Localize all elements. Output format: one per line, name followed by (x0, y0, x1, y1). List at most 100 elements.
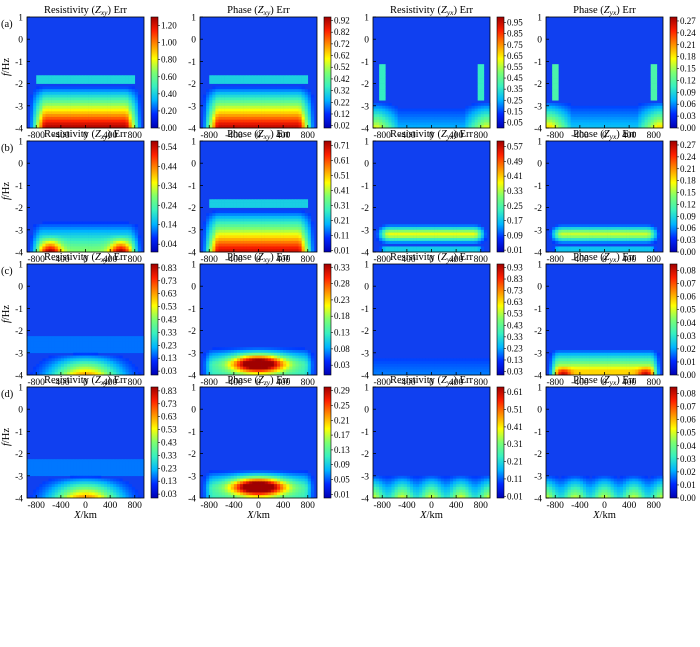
heatmap-cell (388, 235, 392, 239)
heatmap-cell (261, 355, 265, 359)
heatmap-cell (252, 199, 256, 203)
heatmap-cell (295, 372, 299, 376)
heatmap-cell (119, 75, 123, 79)
heatmap-cell (255, 94, 259, 98)
heatmap-cell (552, 72, 556, 76)
colorbar-tick-label: 0.09 (507, 230, 523, 240)
heatmap-cell (54, 341, 59, 345)
heatmap-cell (465, 125, 469, 129)
heatmap-cell (261, 108, 265, 112)
heatmap-cell (391, 122, 395, 126)
heatmap-cell (486, 105, 491, 109)
heatmap-cell (416, 125, 420, 129)
heatmap-cell (243, 240, 247, 244)
heatmap-cell (57, 240, 62, 244)
heatmap-cell (54, 350, 59, 354)
heatmap-cell (116, 108, 120, 112)
colorbar-tick-label: 0.28 (334, 279, 350, 289)
heatmap-cell (403, 227, 408, 231)
heatmap-cell (218, 105, 222, 109)
heatmap-cell (641, 240, 645, 244)
heatmap-cell (79, 122, 83, 126)
heatmap-cell (230, 224, 235, 228)
heatmap-cell (97, 103, 102, 107)
heatmap-cell (592, 125, 596, 129)
heatmap-cell (233, 86, 238, 90)
heatmap-cell (449, 249, 454, 253)
heatmap-cell (595, 249, 599, 253)
heatmap-cell (644, 238, 648, 242)
heatmap-cell (70, 344, 74, 348)
heatmap-cell (295, 218, 299, 222)
heatmap-cell (555, 119, 559, 123)
heatmap-cell (385, 227, 389, 231)
heatmap-cell (561, 229, 565, 233)
heatmap-cell (428, 111, 432, 115)
heatmap-cell (582, 232, 587, 236)
heatmap-cell (431, 114, 435, 118)
heatmap-cell (76, 344, 80, 348)
heatmap-cell (63, 369, 68, 373)
heatmap-cell (270, 97, 275, 101)
heatmap-cell (376, 238, 380, 242)
heatmap-cell (103, 86, 108, 90)
heatmap-cell (103, 111, 108, 115)
heatmap-cell (107, 221, 111, 225)
heatmap-cell (301, 86, 305, 90)
heatmap-cell (236, 80, 241, 84)
heatmap-cell (94, 91, 99, 95)
heatmap-cell (480, 235, 485, 239)
heatmap-cell (128, 372, 132, 376)
heatmap-cell (283, 75, 287, 79)
heatmap-cell (273, 116, 278, 120)
heatmap-cell (480, 75, 485, 79)
heatmap-cell (91, 232, 96, 236)
x-tick-label: -400 (52, 255, 70, 265)
heatmap-cell (70, 366, 74, 370)
heatmap-cell (292, 75, 296, 79)
heatmap-cell (70, 119, 74, 123)
heatmap-cell (206, 94, 210, 98)
heatmap-cell (422, 224, 426, 228)
heatmap-cell (103, 344, 108, 348)
heatmap-cell (249, 227, 253, 231)
heatmap-cell (119, 232, 123, 236)
heatmap-cell (48, 114, 52, 118)
heatmap-cell (431, 235, 435, 239)
heatmap-cell (73, 119, 77, 123)
heatmap-cell (215, 125, 219, 129)
heatmap-cell (283, 114, 287, 118)
heatmap-cell (116, 369, 120, 373)
heatmap-cell (292, 227, 296, 231)
heatmap-cell (280, 105, 284, 109)
heatmap-cell (280, 78, 284, 82)
heatmap-cell (629, 116, 633, 120)
heatmap-cell (67, 116, 71, 120)
heatmap-cell (261, 221, 265, 225)
heatmap-cell (459, 108, 463, 112)
heatmap-cell (644, 116, 648, 120)
heatmap-cell (261, 369, 265, 373)
x-tick-label: 0 (602, 131, 607, 141)
heatmap-cell (385, 119, 389, 123)
heatmap-cell (549, 105, 553, 109)
heatmap-cell (57, 125, 62, 129)
heatmap-cell (125, 341, 129, 345)
heatmap-cell (289, 91, 293, 95)
heatmap-cell (483, 235, 488, 239)
heatmap-cell (409, 232, 414, 236)
heatmap-cell (240, 221, 244, 225)
heatmap-cell (42, 78, 46, 82)
heatmap-cell (236, 358, 241, 362)
heatmap-cell (632, 125, 636, 129)
heatmap-cell (233, 240, 238, 244)
heatmap-cell (589, 227, 593, 231)
heatmap-cell (589, 224, 593, 228)
heatmap-cell (221, 352, 225, 356)
heatmap-cell (227, 358, 232, 362)
heatmap-cell (91, 229, 96, 233)
heatmap-cell (598, 122, 602, 126)
heatmap-cell (51, 116, 56, 120)
heatmap-cell (422, 235, 426, 239)
heatmap-cell (140, 338, 145, 342)
